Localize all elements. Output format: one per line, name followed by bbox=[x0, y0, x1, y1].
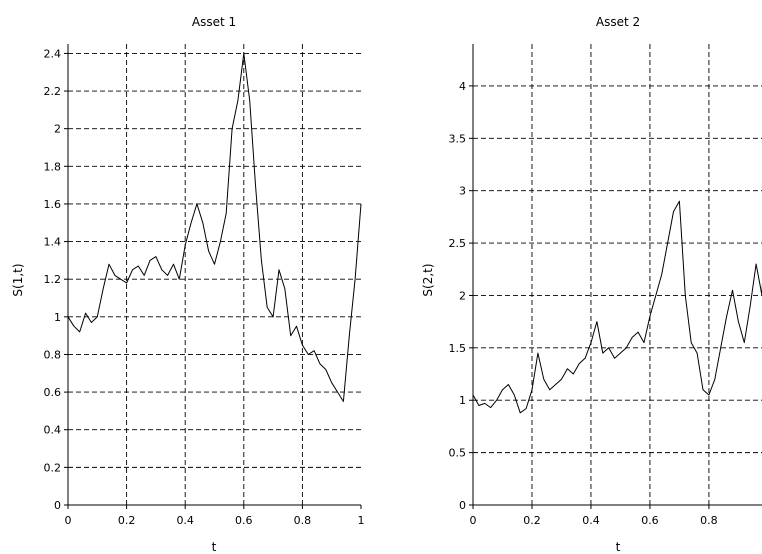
x-tick-label: 0.6 bbox=[641, 514, 659, 527]
y-tick-label: 1.6 bbox=[44, 198, 62, 211]
x-tick-label: 0.8 bbox=[700, 514, 718, 527]
series-line bbox=[67, 52, 362, 402]
x-tick-label: 0 bbox=[65, 514, 72, 527]
y-tick-label: 1.4 bbox=[44, 236, 62, 249]
y-tick-label: 1.2 bbox=[44, 273, 62, 286]
y-tick-label: 1.8 bbox=[44, 160, 62, 173]
x-tick-label: 0.2 bbox=[118, 514, 136, 527]
y-tick-label: 0.2 bbox=[44, 461, 62, 474]
x-tick-label: 0.6 bbox=[235, 514, 253, 527]
y-tick-label: 3.5 bbox=[449, 132, 467, 145]
chart-title: Asset 1 bbox=[192, 15, 236, 29]
y-tick-label: 0.6 bbox=[44, 386, 62, 399]
y-tick-label: 2.4 bbox=[44, 47, 62, 60]
chart-asset-2: Asset 2 t S(2,t) 0 0.5 1 1.5 2 2.5 3 3.5 4 0 0.2 0.… bbox=[421, 15, 762, 554]
chart-asset-1: Asset 1 t S(1,t) 0 0.2 0.4 0.6 0.8 1 1.2 1.4 1.6… bbox=[11, 15, 365, 554]
x-tick-label: 1 bbox=[358, 514, 365, 527]
y-tick-label: 4 bbox=[459, 80, 466, 93]
chart-title: Asset 2 bbox=[596, 15, 640, 29]
y-tick-label: 0.5 bbox=[449, 447, 467, 460]
y-tick-label: 1 bbox=[54, 311, 61, 324]
y-tick-label: 2.2 bbox=[44, 85, 62, 98]
x-axis-label: t bbox=[616, 540, 621, 554]
series-line bbox=[472, 200, 762, 414]
y-tick-label: 2 bbox=[459, 289, 466, 302]
y-tick-label: 2 bbox=[54, 123, 61, 136]
x-tick-label: 0.4 bbox=[582, 514, 600, 527]
y-tick-label: 0 bbox=[459, 499, 466, 512]
y-axis-label: S(1,t) bbox=[11, 263, 25, 296]
x-axis-label: t bbox=[212, 540, 217, 554]
x-tick-label: 0.8 bbox=[294, 514, 312, 527]
y-tick-label: 1 bbox=[459, 394, 466, 407]
y-tick-label: 2.5 bbox=[449, 237, 467, 250]
y-tick-label: 3 bbox=[459, 185, 466, 198]
y-tick-label: 1.5 bbox=[449, 342, 467, 355]
x-tick-label: 0 bbox=[470, 514, 477, 527]
y-tick-label: 0.4 bbox=[44, 424, 62, 437]
y-tick-label: 0 bbox=[54, 499, 61, 512]
y-tick-label: 0.8 bbox=[44, 348, 62, 361]
y-axis-label: S(2,t) bbox=[421, 263, 435, 296]
x-tick-label: 0.2 bbox=[523, 514, 541, 527]
x-tick-label: 0.4 bbox=[176, 514, 194, 527]
